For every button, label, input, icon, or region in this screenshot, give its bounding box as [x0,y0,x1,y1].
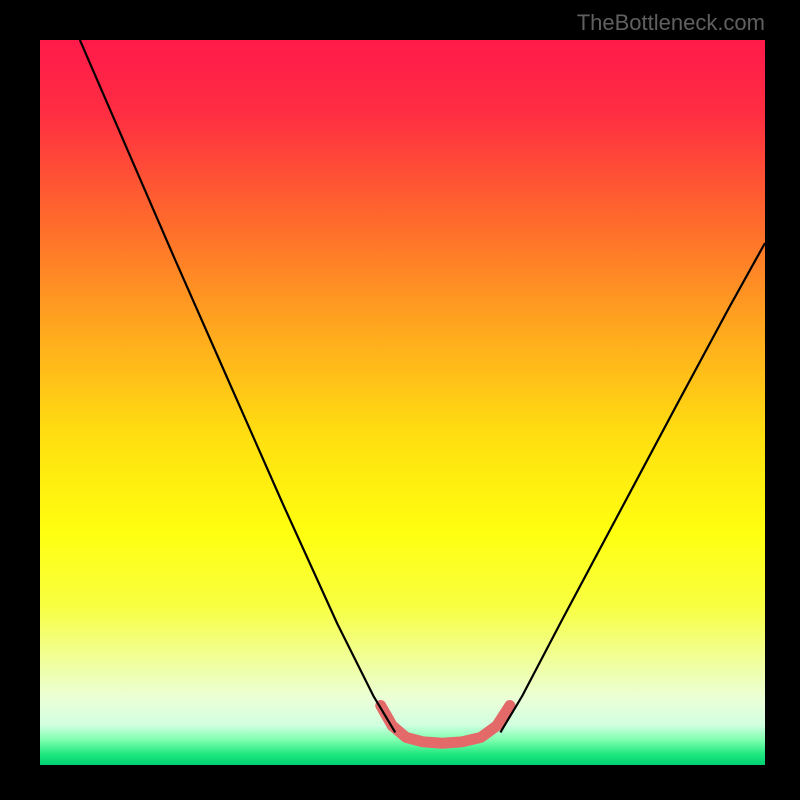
curve-right-branch [500,243,765,732]
chart-container: TheBottleneck.com [0,0,800,800]
curve-left-branch [80,40,395,732]
watermark-text: TheBottleneck.com [577,10,765,36]
bottom-highlight-marker [381,706,510,744]
plot-area [40,40,765,765]
curve-layer [40,40,765,765]
